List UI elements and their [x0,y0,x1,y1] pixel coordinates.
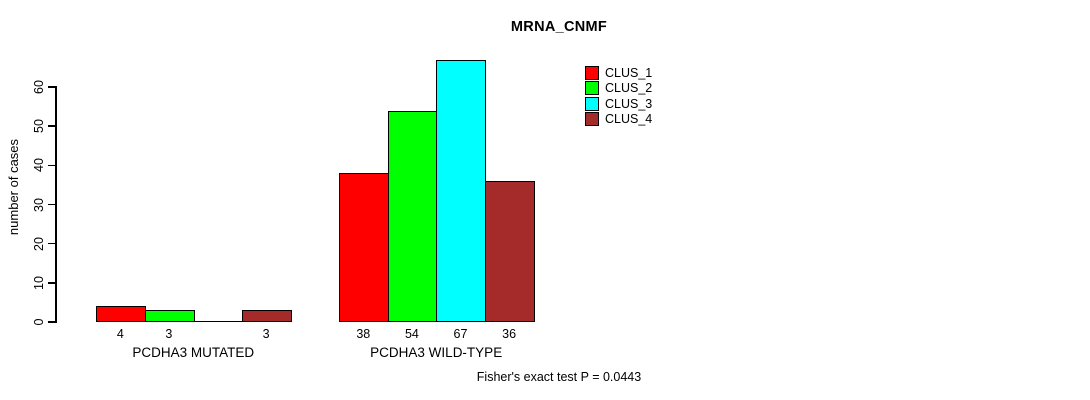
y-tick-mark [48,164,55,167]
bar-value-label: 4 [116,327,124,341]
annotation-fisher-test: Fisher's exact test P = 0.0443 [476,370,642,384]
bar-clus_3-cat1 [436,59,487,322]
y-tick-mark [48,242,55,245]
legend-swatch-clus_1 [585,66,599,80]
legend-swatch-clus_4 [585,111,599,126]
y-tick-label: 0 [32,318,46,326]
x-category-label: PCDHA3 MUTATED [132,345,255,360]
y-tick-mark [48,321,55,323]
x-category-label: PCDHA3 WILD-TYPE [370,345,503,360]
bar-clus_2-cat0 [144,310,195,322]
y-axis-label: number of cases [6,138,21,236]
y-tick-mark [48,203,55,206]
legend: CLUS_1 CLUS_2 CLUS_3 CLUS_4 [585,66,705,136]
y-tick-label: 20 [32,236,46,251]
y-tick-mark [48,282,55,284]
legend-swatch-clus_2 [585,81,599,96]
bar-value-label: 36 [502,327,517,341]
chart-title: MRNA_CNMF [510,19,608,35]
legend-item-clus_1: CLUS_1 [585,66,652,80]
bar-clus_3-cat0-zero [193,320,244,322]
y-axis-line [55,86,57,323]
y-tick-label: 40 [32,158,46,173]
bar-clus_4-cat0 [241,310,292,322]
bar-value-label: 54 [404,327,419,341]
y-tick-label: 50 [32,119,46,134]
bar-clus_1-cat0 [96,306,147,322]
bar-clus_4-cat1 [484,181,535,322]
legend-label: CLUS_2 [605,81,653,96]
y-tick-mark [48,86,55,88]
legend-item-clus_4: CLUS_4 [585,111,653,126]
bar-clus_2-cat1 [387,110,438,322]
bar-value-label: 3 [262,327,270,341]
legend-label: CLUS_4 [605,111,653,126]
y-tick-label: 10 [32,275,46,290]
y-tick-label: 30 [32,197,46,212]
legend-label: CLUS_3 [605,96,653,111]
y-tick-mark [48,125,55,127]
y-tick-label: 60 [32,80,46,94]
bar-value-label: 38 [356,327,371,341]
bar-clus_1-cat1 [339,173,390,322]
legend-item-clus_3: CLUS_3 [585,96,653,111]
bar-value-label: 3 [165,327,173,341]
legend-swatch-clus_3 [585,96,599,111]
bar-value-label: 67 [453,327,468,341]
legend-label: CLUS_1 [605,66,653,80]
legend-item-clus_2: CLUS_2 [585,81,653,96]
